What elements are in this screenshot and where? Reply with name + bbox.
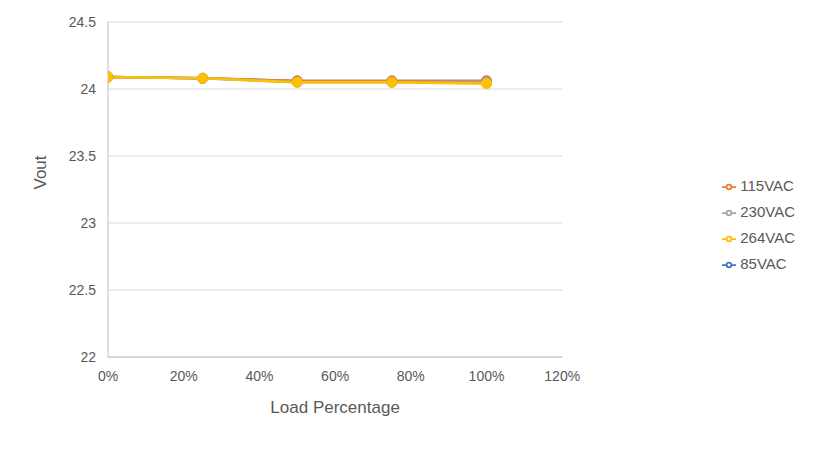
html-text:264VAC: 264VAC [740,229,795,246]
svg-text:22.5: 22.5 [69,282,96,298]
html-text:85VAC: 85VAC [740,255,787,272]
svg-text:60%: 60% [321,368,349,384]
html-text:115VAC: 115VAC [740,177,794,194]
svg-text:0%: 0% [98,368,118,384]
svg-text:120%: 120% [544,368,580,384]
svg-text:22: 22 [80,349,96,365]
html-text:230VAC: 230VAC [740,203,795,220]
svg-text:23.5: 23.5 [69,148,96,164]
svg-text:Vout: Vout [31,155,50,189]
svg-text:Load Percentage: Load Percentage [270,398,400,417]
svg-text:20%: 20% [170,368,198,384]
svg-text:100%: 100% [469,368,505,384]
svg-text:24.5: 24.5 [69,14,96,30]
svg-text:23: 23 [80,215,96,231]
svg-text:40%: 40% [245,368,273,384]
svg-text:80%: 80% [397,368,425,384]
svg-text:24: 24 [80,81,96,97]
